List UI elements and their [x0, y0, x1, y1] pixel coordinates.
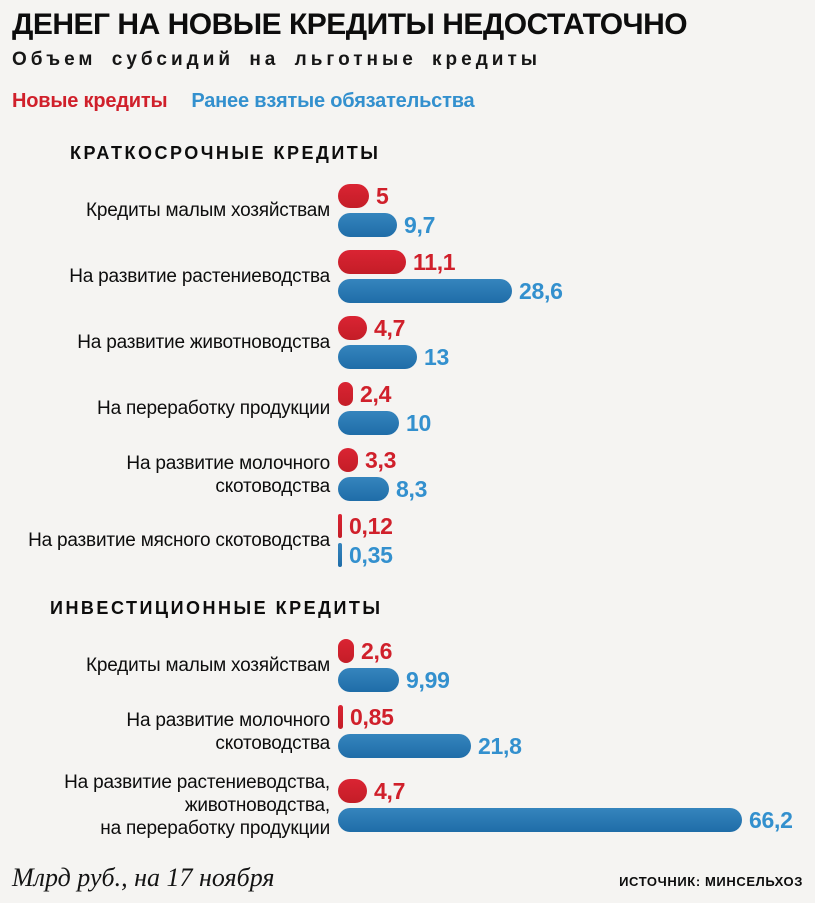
bar-new-credits [338, 514, 342, 538]
value-prior-obligations: 66,2 [749, 807, 793, 833]
legend-item-prior-obligations: Ранее взятые обязательства [191, 90, 475, 112]
bar-new-credits [338, 382, 353, 406]
bar-line-prior: 8,3 [338, 477, 803, 501]
chart-section: ИНВЕСТИЦИОННЫЕ КРЕДИТЫ Кредиты малым хозя… [12, 597, 803, 840]
value-new-credits: 4,7 [374, 315, 406, 341]
value-new-credits: 2,4 [360, 381, 392, 407]
row-bars: 5 9,7 [338, 184, 803, 237]
bar-line-new: 0,12 [338, 514, 803, 538]
bar-new-credits [338, 705, 343, 729]
value-new-credits: 2,6 [361, 638, 393, 664]
chart-row: На развитие растениеводства, животноводс… [12, 771, 803, 840]
value-prior-obligations: 8,3 [396, 476, 428, 502]
bar-prior-obligations [338, 477, 389, 501]
chart-row: На развитие молочного скотоводства 3,3 8,3 [12, 448, 803, 501]
row-label: На развитие мясного скотоводства [28, 530, 330, 551]
bar-line-new: 4,7 [338, 779, 803, 803]
footer: Млрд руб., на 17 ноября ИСТОЧНИК: МИНСЕЛ… [12, 863, 803, 903]
chart-row: На развитие молочного скотоводства 0,85 21… [12, 705, 803, 758]
value-new-credits: 0,85 [350, 704, 394, 730]
value-new-credits: 5 [376, 183, 389, 209]
bar-new-credits [338, 184, 369, 208]
chart-row: На развитие животноводства 4,7 13 [12, 316, 803, 369]
row-label: На переработку продукции [97, 398, 330, 419]
chart-row: На развитие растениеводства 11,1 28,6 [12, 250, 803, 303]
bar-new-credits [338, 250, 406, 274]
bar-line-prior: 9,99 [338, 668, 803, 692]
row-bars: 0,85 21,8 [338, 705, 803, 758]
chart-row: Кредиты малым хозяйствам 2,6 9,99 [12, 639, 803, 692]
units-note: Млрд руб., на 17 ноября [12, 863, 275, 892]
bar-new-credits [338, 779, 367, 803]
legend: Новые кредиты Ранее взятые обязательства [12, 88, 803, 114]
chart-row: На переработку продукции 2,4 10 [12, 382, 803, 435]
section-title: ИНВЕСТИЦИОННЫЕ КРЕДИТЫ [50, 598, 383, 618]
bar-prior-obligations [338, 668, 399, 692]
bar-line-prior: 21,8 [338, 734, 803, 758]
row-bars: 4,7 13 [338, 316, 803, 369]
value-prior-obligations: 10 [406, 410, 431, 436]
row-label: На развитие растениеводства [69, 266, 330, 287]
value-prior-obligations: 0,35 [349, 542, 393, 568]
row-label: На развитие молочного скотоводства [126, 709, 330, 754]
bar-line-new: 0,85 [338, 705, 803, 729]
row-bars: 11,1 28,6 [338, 250, 803, 303]
bar-line-new: 5 [338, 184, 803, 208]
bar-line-prior: 66,2 [338, 808, 803, 832]
value-prior-obligations: 21,8 [478, 733, 522, 759]
value-new-credits: 3,3 [365, 447, 397, 473]
bar-line-prior: 10 [338, 411, 803, 435]
bar-prior-obligations [338, 345, 417, 369]
bar-line-new: 2,4 [338, 382, 803, 406]
bar-line-prior: 0,35 [338, 543, 803, 567]
row-label: Кредиты малым хозяйствам [86, 200, 330, 221]
value-new-credits: 11,1 [413, 249, 456, 275]
bar-prior-obligations [338, 734, 471, 758]
chart-row: Кредиты малым хозяйствам 5 9,7 [12, 184, 803, 237]
bar-new-credits [338, 639, 354, 663]
row-bars: 3,3 8,3 [338, 448, 803, 501]
value-prior-obligations: 9,99 [406, 667, 450, 693]
row-label: На развитие растениеводства, животноводс… [64, 772, 330, 839]
value-prior-obligations: 13 [424, 344, 449, 370]
row-label: Кредиты малым хозяйствам [86, 655, 330, 676]
value-prior-obligations: 9,7 [404, 212, 436, 238]
bar-line-new: 11,1 [338, 250, 803, 274]
bar-line-prior: 9,7 [338, 213, 803, 237]
chart-section: КРАТКОСРОЧНЫЕ КРЕДИТЫ Кредиты малым хозяй… [12, 142, 803, 567]
bar-line-new: 2,6 [338, 639, 803, 663]
bar-prior-obligations [338, 213, 397, 237]
bar-new-credits [338, 316, 367, 340]
bar-new-credits [338, 448, 358, 472]
value-prior-obligations: 28,6 [519, 278, 563, 304]
bar-prior-obligations [338, 279, 512, 303]
bar-line-prior: 13 [338, 345, 803, 369]
bar-chart: КРАТКОСРОЧНЫЕ КРЕДИТЫ Кредиты малым хозяй… [12, 114, 803, 853]
legend-item-new-credits: Новые кредиты [12, 90, 168, 112]
bar-line-prior: 28,6 [338, 279, 803, 303]
row-label: На развитие животноводства [77, 332, 330, 353]
source-credit: ИСТОЧНИК: МИНСЕЛЬХОЗ [619, 874, 803, 889]
bar-line-new: 4,7 [338, 316, 803, 340]
bar-line-new: 3,3 [338, 448, 803, 472]
bar-prior-obligations [338, 543, 342, 567]
row-bars: 2,6 9,99 [338, 639, 803, 692]
page-title: ДЕНЕГ НА НОВЫЕ КРЕДИТЫ НЕДОСТАТОЧНО [12, 8, 688, 41]
row-bars: 4,7 66,2 [338, 779, 803, 832]
bar-prior-obligations [338, 411, 399, 435]
chart-row: На развитие мясного скотоводства 0,12 0,35 [12, 514, 803, 567]
value-new-credits: 4,7 [374, 778, 406, 804]
section-title: КРАТКОСРОЧНЫЕ КРЕДИТЫ [70, 143, 381, 163]
row-label: На развитие молочного скотоводства [126, 452, 330, 497]
row-bars: 0,12 0,35 [338, 514, 803, 567]
page-subtitle: Объем субсидий на льготные кредиты [12, 49, 542, 70]
value-new-credits: 0,12 [349, 513, 393, 539]
row-bars: 2,4 10 [338, 382, 803, 435]
bar-prior-obligations [338, 808, 742, 832]
